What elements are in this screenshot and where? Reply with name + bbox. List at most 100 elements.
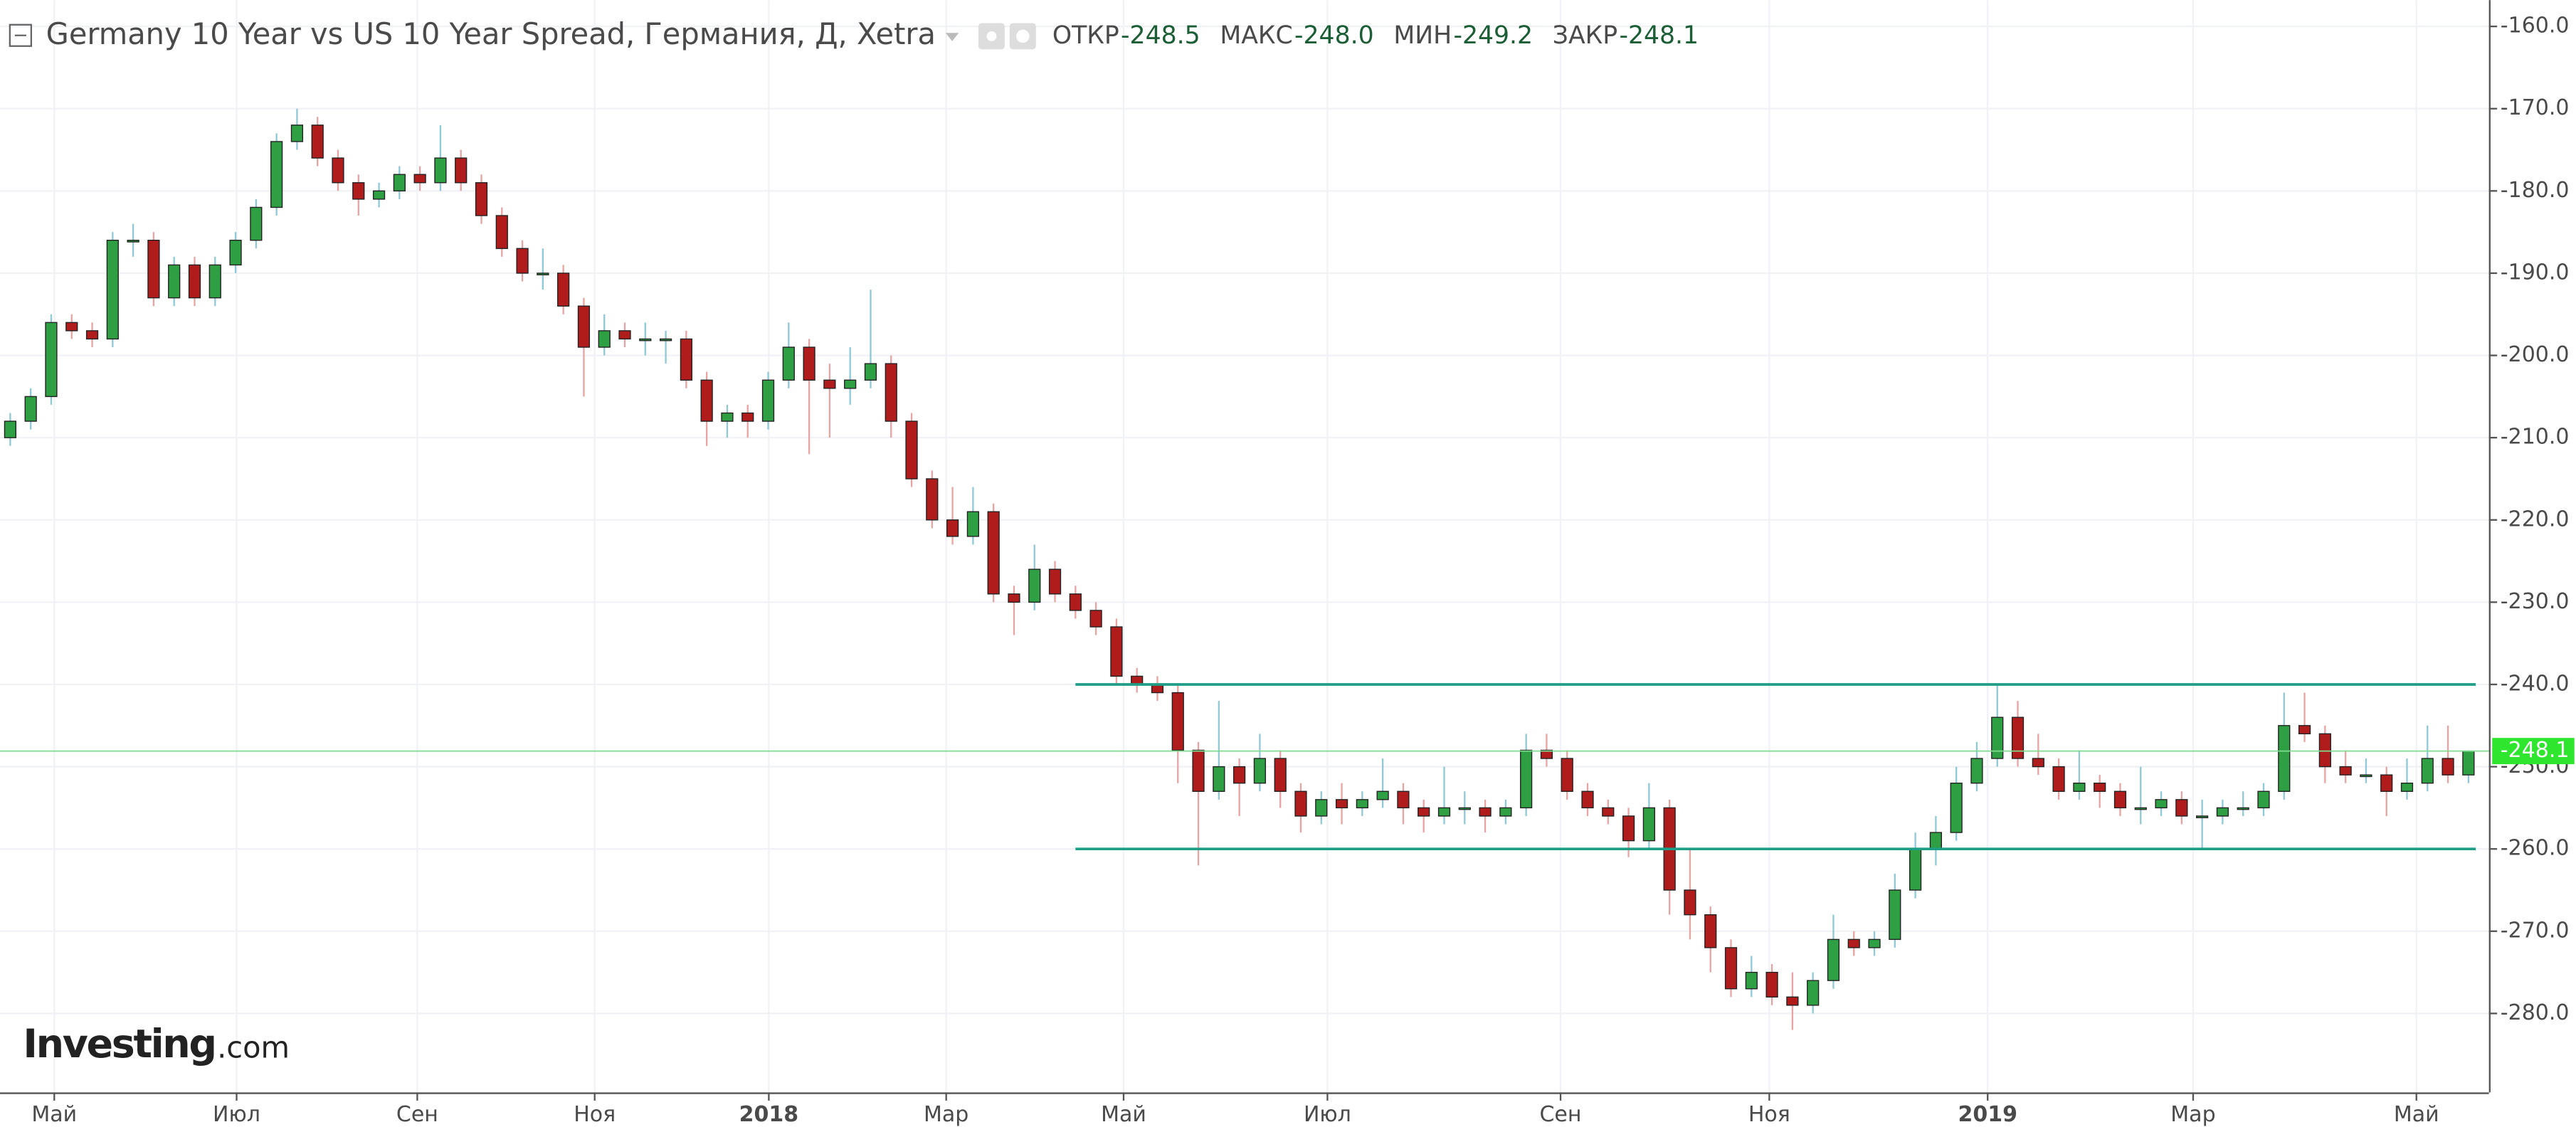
candle-body [495, 215, 508, 249]
candle-body [1397, 790, 1410, 809]
candle-body [229, 240, 242, 266]
stat-value: -248.0 [1294, 21, 1374, 50]
candle-body [85, 330, 99, 340]
candle-body [1192, 749, 1205, 792]
candle-body [885, 363, 897, 422]
candle-body [2052, 766, 2065, 792]
candle-body [823, 379, 836, 389]
marks [0, 108, 2489, 1030]
candle-body [1110, 626, 1123, 677]
candle-body [475, 182, 488, 216]
candle-body [1540, 749, 1553, 759]
candle-body [987, 511, 1000, 595]
candle-body [2360, 774, 2372, 778]
candle-body [2032, 758, 2044, 768]
candle-body [24, 396, 37, 422]
y-tick-label: -190.0 [2501, 260, 2570, 285]
x-tick-label: Ноя [1748, 1102, 1790, 1127]
candle-body [1847, 938, 1860, 948]
candle-body [1479, 807, 1492, 817]
y-tick-label: -260.0 [2501, 836, 2570, 861]
candle-body [1028, 568, 1041, 603]
candle-body [926, 478, 939, 521]
last-price-box [2492, 738, 2575, 765]
x-tick-label: Мар [2170, 1102, 2215, 1127]
candle-body [250, 206, 263, 241]
candle-body [1048, 568, 1062, 595]
x-tick-label: Июл [1304, 1102, 1351, 1127]
x-tick-label: Ноя [574, 1102, 616, 1127]
candle-body [393, 174, 406, 192]
candle-body [2442, 758, 2454, 776]
candle-body [680, 338, 692, 381]
candle-body [700, 379, 713, 422]
candle-body [1561, 758, 1573, 792]
candle-body [311, 125, 324, 159]
y-tick-label: -230.0 [2501, 589, 2570, 614]
x-tick-label: Май [1101, 1102, 1146, 1127]
candle-body [946, 519, 959, 537]
candle-body [1253, 758, 1267, 784]
stat-value: -248.5 [1121, 21, 1200, 50]
collapse-button[interactable] [9, 23, 33, 47]
candle-body [1929, 832, 1942, 850]
candle-body [1171, 692, 1184, 751]
header: Germany 10 Year vs US 10 Year Spread, Ге… [9, 16, 1699, 51]
candle-body [455, 157, 468, 184]
candle-body [618, 330, 631, 340]
candle-body [332, 157, 344, 184]
candle-body [1970, 758, 1983, 784]
candle-body [2421, 758, 2434, 784]
y-tick-label: -240.0 [2501, 671, 2570, 696]
candle-body [188, 264, 201, 299]
candle-body [2113, 790, 2127, 809]
x-tick-label: Май [31, 1102, 77, 1127]
candle-body [1724, 947, 1738, 990]
candle-body [1437, 807, 1451, 817]
y-tick-label: -200.0 [2501, 342, 2570, 367]
y-tick-label: -280.0 [2501, 1000, 2570, 1025]
candle-body [2257, 790, 2270, 809]
y-tick-label: -170.0 [2501, 95, 2570, 120]
candle-body [4, 420, 17, 438]
candle-body [966, 511, 979, 537]
candle-body [1335, 799, 1348, 809]
candle-body [147, 240, 160, 299]
candle-body [2196, 815, 2209, 818]
candle-body [659, 338, 672, 342]
candle-body [598, 330, 611, 348]
candle-body [2237, 807, 2249, 810]
candle-body [106, 240, 119, 340]
candle-body [1315, 799, 1328, 817]
candle-body [45, 322, 58, 398]
x-tick-label: Мар [924, 1102, 968, 1127]
candle-body [2400, 783, 2414, 792]
candle-body [1376, 790, 1389, 800]
y-tick-label: -270.0 [2501, 918, 2570, 943]
candle-body [413, 174, 426, 184]
candle-body [1356, 799, 1368, 809]
candle-body [557, 273, 570, 307]
x-tick-label: Сен [396, 1102, 438, 1127]
stat-label: МИН [1393, 21, 1452, 50]
x-tick-label: Июл [213, 1102, 260, 1127]
candle-body [1909, 848, 1922, 891]
candle-body [844, 379, 857, 389]
y-tick-label: -210.0 [2501, 425, 2570, 450]
stat-label: МАКС [1220, 21, 1292, 50]
candle-body [1233, 766, 1246, 784]
candle-body [577, 305, 591, 348]
candle-body [1704, 914, 1717, 948]
x-tick-label: Сен [1539, 1102, 1581, 1127]
candle-body [168, 264, 181, 299]
stat-value: -249.2 [1453, 21, 1533, 50]
dropdown-arrow[interactable] [945, 33, 959, 41]
candle-body [1089, 610, 1102, 628]
x-tick-label: Май [2394, 1102, 2439, 1127]
candle-body [208, 264, 221, 299]
candle-body [2339, 766, 2352, 776]
candle-body [2318, 733, 2331, 768]
y-tick-label: -220.0 [2501, 507, 2570, 531]
